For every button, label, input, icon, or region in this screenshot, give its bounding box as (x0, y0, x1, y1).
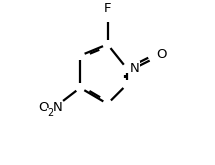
Text: N: N (130, 62, 140, 75)
Text: 2: 2 (47, 108, 53, 118)
Text: F: F (104, 2, 111, 15)
Text: O: O (38, 101, 49, 114)
Text: O: O (157, 48, 167, 61)
Text: N: N (53, 101, 63, 114)
